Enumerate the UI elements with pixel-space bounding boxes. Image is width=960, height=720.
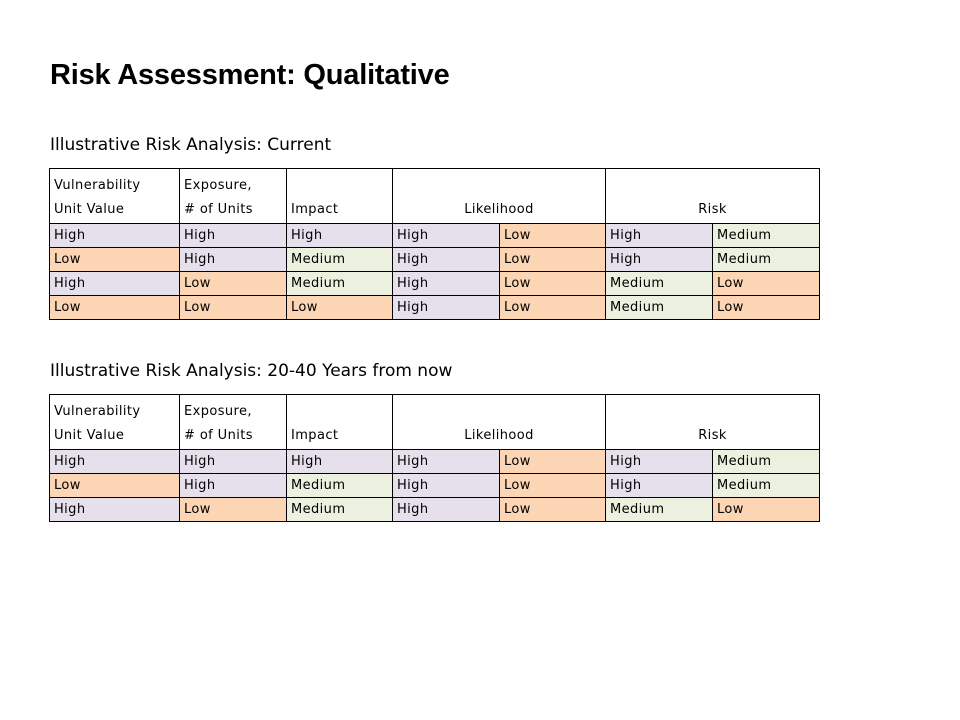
- table-cell: High: [392, 449, 500, 474]
- header-risk: Risk: [605, 394, 821, 450]
- table-row: High Low Medium High Low Medium Low: [49, 271, 821, 296]
- header-exposure: Exposure, # of Units: [179, 168, 287, 224]
- table-cell: High: [392, 247, 500, 272]
- table-cell: Low: [179, 497, 287, 522]
- table-cell: Low: [498, 295, 607, 320]
- table-cell: High: [49, 449, 180, 474]
- table-cell: Medium: [605, 497, 714, 522]
- table-row: Low Low Low High Low Medium Low: [49, 295, 821, 320]
- table-cell: Low: [712, 271, 821, 296]
- header-impact: Impact: [286, 168, 393, 224]
- table-cell: High: [179, 223, 287, 248]
- table-cell: Low: [498, 449, 607, 474]
- table-header-row: Vulnerability Unit Value Exposure, # of Un…: [49, 394, 821, 450]
- table-row: High High High High Low High Medium: [49, 449, 821, 474]
- table-cell: High: [286, 223, 393, 248]
- table-cell: High: [49, 497, 180, 522]
- table-cell: Low: [498, 223, 607, 248]
- table-cell: Medium: [605, 295, 714, 320]
- table-cell: High: [605, 473, 714, 498]
- header-exposure: Exposure, # of Units: [179, 394, 287, 450]
- header-vulnerability: Vulnerability Unit Value: [49, 394, 180, 450]
- page-title: Risk Assessment: Qualitative: [50, 59, 450, 91]
- table-cell: Low: [49, 247, 180, 272]
- table-cell: High: [179, 449, 287, 474]
- table-cell: Medium: [605, 271, 714, 296]
- table-cell: High: [179, 247, 287, 272]
- table-cell: Low: [49, 473, 180, 498]
- table-cell: High: [392, 223, 500, 248]
- table-cell: Low: [712, 295, 821, 320]
- table-cell: Medium: [712, 223, 821, 248]
- section-title-future: Illustrative Risk Analysis: 20-40 Years …: [50, 361, 453, 381]
- table-cell: Medium: [286, 497, 393, 522]
- table-row: Low High Medium High Low High Medium: [49, 473, 821, 498]
- table-cell: High: [392, 473, 500, 498]
- table-cell: Medium: [286, 247, 393, 272]
- table-cell: High: [49, 271, 180, 296]
- table-cell: High: [392, 497, 500, 522]
- table-cell: High: [392, 295, 500, 320]
- table-cell: Low: [286, 295, 393, 320]
- section-title-current: Illustrative Risk Analysis: Current: [50, 135, 332, 155]
- header-likelihood: Likelihood: [391, 394, 607, 450]
- header-risk: Risk: [605, 168, 821, 224]
- table-cell: Medium: [286, 473, 393, 498]
- table-row: High High High High Low High Medium: [49, 223, 821, 248]
- header-likelihood: Likelihood: [391, 168, 607, 224]
- table-cell: Low: [179, 295, 287, 320]
- table-cell: Low: [498, 247, 607, 272]
- table-cell: Low: [498, 271, 607, 296]
- risk-table-current: Vulnerability Unit Value Exposure, # of Un…: [49, 168, 821, 320]
- table-cell: Medium: [712, 449, 821, 474]
- table-cell: Low: [49, 295, 180, 320]
- header-impact: Impact: [286, 394, 393, 450]
- header-vulnerability: Vulnerability Unit Value: [49, 168, 180, 224]
- table-cell: Low: [179, 271, 287, 296]
- table-row: Low High Medium High Low High Medium: [49, 247, 821, 272]
- table-cell: High: [605, 449, 714, 474]
- table-cell: High: [605, 223, 714, 248]
- table-cell: High: [605, 247, 714, 272]
- table-cell: Low: [498, 473, 607, 498]
- table-header-row: Vulnerability Unit Value Exposure, # of Un…: [49, 168, 821, 224]
- table-cell: Low: [498, 497, 607, 522]
- table-cell: Medium: [712, 473, 821, 498]
- table-cell: High: [286, 449, 393, 474]
- table-cell: Low: [712, 497, 821, 522]
- table-cell: Medium: [712, 247, 821, 272]
- table-cell: High: [49, 223, 180, 248]
- table-cell: High: [179, 473, 287, 498]
- table-cell: Medium: [286, 271, 393, 296]
- table-row: High Low Medium High Low Medium Low: [49, 497, 821, 522]
- risk-table-future: Vulnerability Unit Value Exposure, # of Un…: [49, 394, 821, 522]
- table-cell: High: [392, 271, 500, 296]
